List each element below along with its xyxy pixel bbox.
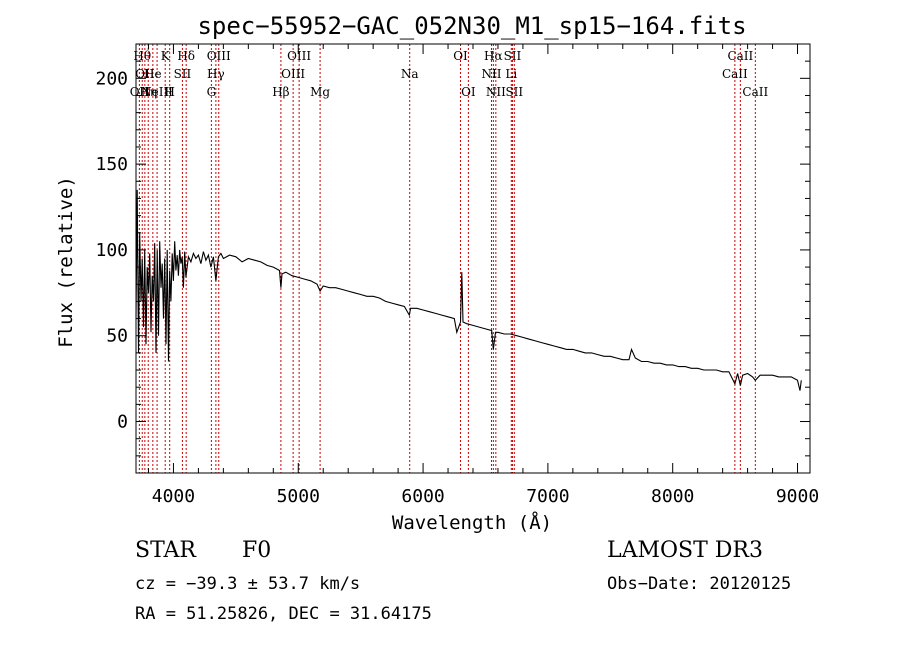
line-marker-label: G xyxy=(207,85,217,99)
x-tick-label: 8000 xyxy=(651,486,694,507)
line-marker-label: Hβ xyxy=(272,85,289,99)
x-axis-label: Wavelength (Å) xyxy=(392,511,552,534)
line-markers xyxy=(138,44,756,473)
chart-title: spec−55952−GAC_052N30_M1_sp15−164.fits xyxy=(197,12,746,40)
redshift-cz: cz = −39.3 ± 53.7 km/s xyxy=(135,574,361,594)
object-subclass: F0 xyxy=(242,538,272,563)
line-marker-label: He xyxy=(144,67,162,81)
line-marker-label: Hη xyxy=(139,85,157,99)
line-marker-label: SII xyxy=(504,49,522,63)
line-marker-label: H xyxy=(164,85,174,99)
line-marker-label: OI xyxy=(453,49,468,63)
line-marker-label: OII xyxy=(130,85,150,99)
object-class: STAR xyxy=(135,538,196,563)
line-marker-label: SII xyxy=(174,67,192,81)
x-tick-label: 5000 xyxy=(277,486,320,507)
line-marker-label: K xyxy=(161,49,171,63)
line-marker-label: NII xyxy=(481,67,501,81)
x-tick-label: 6000 xyxy=(401,486,444,507)
line-marker-label: Na xyxy=(401,67,419,81)
line-marker-label: OIII xyxy=(287,49,311,63)
line-marker-label: OIII xyxy=(281,67,305,81)
observation-date: Obs−Date: 20120125 xyxy=(607,574,792,594)
line-marker-label: NeIII xyxy=(141,85,173,99)
ra-dec: RA = 51.25826, DEC = 31.64175 xyxy=(135,604,432,624)
y-axis: 0 50 100 150 200 xyxy=(95,43,810,457)
line-marker-label: Mg xyxy=(310,85,330,99)
x-tick-label: 4000 xyxy=(152,486,195,507)
y-tick-label: 100 xyxy=(95,240,128,261)
survey-name: LAMOST DR3 xyxy=(607,538,763,563)
line-marker-label: CaII xyxy=(727,49,753,63)
x-tick-label: 7000 xyxy=(526,486,569,507)
line-marker-label: Li xyxy=(505,67,517,81)
line-marker-label: OII xyxy=(135,67,155,81)
x-tick-label: 9000 xyxy=(776,486,819,507)
line-marker-label: NII xyxy=(486,85,506,99)
line-marker-label: SII xyxy=(505,85,523,99)
y-tick-label: 0 xyxy=(117,412,128,433)
line-marker-label: OIII xyxy=(207,49,231,63)
line-marker-label: OI xyxy=(461,85,476,99)
line-marker-label: Hγ xyxy=(207,67,225,81)
y-tick-label: 50 xyxy=(106,326,128,347)
line-marker-label: Hθ xyxy=(133,49,151,63)
plot-frame xyxy=(135,43,811,474)
line-marker-label: Hα xyxy=(484,49,503,63)
x-axis: 4000 5000 6000 7000 8000 9000 xyxy=(147,44,819,507)
line-marker-label: CaII xyxy=(722,67,748,81)
line-marker-label: Hδ xyxy=(177,49,195,63)
y-tick-label: 150 xyxy=(95,154,128,175)
y-axis-label: Flux (relative) xyxy=(55,176,77,348)
y-tick-label: 200 xyxy=(95,68,128,89)
line-marker-labels: OIIHθOIIHηHeNeIIIKHSIIHδGHγOIIIHβOIIIOII… xyxy=(130,49,769,99)
spectrum-line xyxy=(135,189,802,391)
spectrum-chart: spec−55952−GAC_052N30_M1_sp15−164.fits O… xyxy=(55,12,819,534)
line-marker-label: CaII xyxy=(742,85,768,99)
